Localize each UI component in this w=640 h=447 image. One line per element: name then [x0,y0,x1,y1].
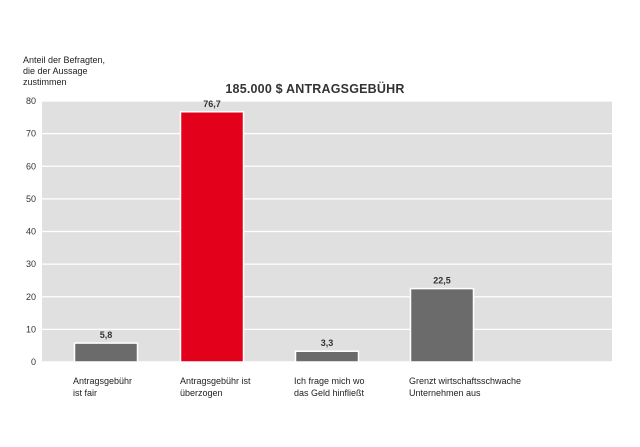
category-label-4: Grenzt wirtschaftsschwache Unternehmen a… [409,375,521,399]
y-tick-label: 30 [26,259,36,269]
bar-1 [73,342,139,363]
category-label-3: Ich frage mich wo das Geld hinfließt [294,375,365,399]
category-label-4-line-1: Grenzt wirtschaftsschwache [409,376,522,386]
y-tick-label: 10 [26,324,36,334]
bar-3 [294,350,360,363]
y-tick-label: 80 [26,96,36,106]
bar-value-label-4: 22,5 [433,276,451,286]
category-label-2-line-1: Antragsgebühr ist [180,376,251,386]
category-label-1-line-2: ist fair [73,388,98,398]
bar-value-label-2: 76,7 [203,99,221,109]
y-axis-label-line-1: Anteil der Befragten, [23,55,106,65]
bar-4 [409,287,475,363]
category-label-4-line-2: Unternehmen aus [409,388,481,398]
y-tick-label: 40 [26,227,36,237]
chart-title: 185.000 $ ANTRAGSGEBÜHR [225,82,405,96]
y-tick-label: 50 [26,194,36,204]
category-label-1-line-1: Antragsgebühr [73,376,133,386]
y-tick-label: 0 [31,357,36,367]
category-label-3-line-1: Ich frage mich wo [294,376,365,386]
category-label-2: Antragsgebühr ist überzogen [180,375,251,399]
y-axis-label-line-2: die der Aussage [23,66,88,76]
bar-2 [179,111,245,363]
bar-value-label-3: 3,3 [321,338,334,348]
bar-value-label-1: 5,8 [100,330,113,340]
y-tick-label: 60 [26,161,36,171]
category-label-2-line-2: überzogen [180,388,223,398]
category-label-1: Antragsgebühr ist fair [73,375,132,399]
y-tick-label: 20 [26,292,36,302]
y-tick-label: 70 [26,129,36,139]
category-label-3-line-2: das Geld hinfließt [294,388,365,398]
y-axis-label-line-3: zustimmen [23,77,67,87]
